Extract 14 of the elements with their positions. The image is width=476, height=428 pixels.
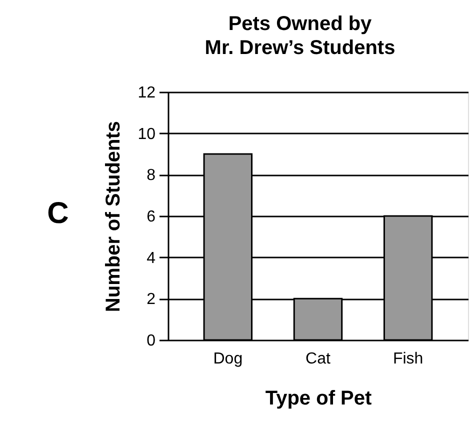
y-axis-title: Number of Students (102, 120, 125, 312)
y-tick-label: 12 (138, 84, 156, 102)
text: C (47, 197, 69, 230)
y-tick-label: 10 (138, 126, 156, 143)
chart-title: Pets Owned by Mr. Drew’s Students (204, 13, 396, 59)
y-tick-label: 6 (146, 208, 156, 226)
x-axis-title: Type of Pet (265, 388, 372, 410)
y-tick-label: 8 (146, 167, 156, 184)
y-tick-label: 4 (146, 250, 156, 267)
x-tick-label: Dog (213, 350, 243, 368)
x-tick-label: Fish (392, 350, 424, 368)
y-tick-label: 0 (146, 332, 156, 350)
y-tick-label: 2 (146, 291, 156, 308)
x-tick-label: Cat (306, 350, 331, 368)
